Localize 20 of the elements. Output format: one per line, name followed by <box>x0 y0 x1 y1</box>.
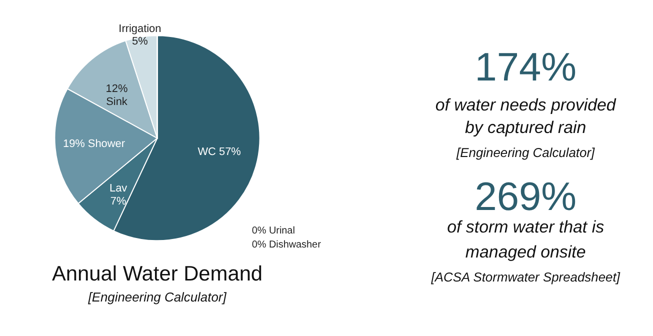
text: [ACSA Stormwater Spreadsheet] <box>430 269 620 284</box>
text: by captured rain <box>464 118 586 138</box>
text: 269% <box>474 174 576 219</box>
text: 174% <box>474 45 576 90</box>
text: 0% Urinal <box>252 226 295 237</box>
text: Annual Water Demand <box>52 262 263 286</box>
slice-label: Sink <box>106 96 128 108</box>
data-label: 5% <box>132 36 148 48</box>
slice-label: WC 57% <box>198 146 242 158</box>
slice-label: Lav <box>109 182 128 194</box>
data-label: 12% <box>106 83 128 96</box>
slice-label: Irrigation <box>118 22 162 35</box>
slice-label: 19% Shower <box>62 138 126 150</box>
text: 0% Dishwasher <box>252 240 321 251</box>
text: of water needs provided <box>435 95 616 114</box>
text: of storm water that is <box>447 218 605 237</box>
text: [Engineering Calculator] <box>456 145 596 160</box>
text: [Engineering Calculator] <box>87 289 227 304</box>
text: managed onsite <box>465 242 586 262</box>
data-label: 7% <box>110 195 126 208</box>
